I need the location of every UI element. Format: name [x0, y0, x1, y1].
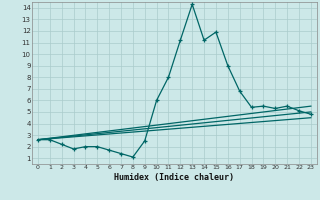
- X-axis label: Humidex (Indice chaleur): Humidex (Indice chaleur): [115, 173, 234, 182]
